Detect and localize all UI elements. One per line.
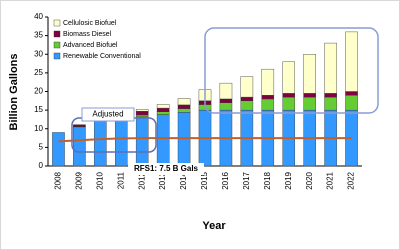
legend-label: Advanced Biofuel xyxy=(63,42,118,49)
bar-segment xyxy=(177,104,191,109)
bar-segment xyxy=(156,107,170,113)
bar-segment xyxy=(303,54,316,94)
x-tick-label: 2020 xyxy=(305,171,314,189)
legend-label: Cellulosic Biofuel xyxy=(63,20,117,27)
x-tick-label: 2021 xyxy=(326,171,335,189)
x-tick-label: 2015 xyxy=(200,171,209,189)
x-tick-label: 2017 xyxy=(242,171,251,189)
legend-swatch xyxy=(53,19,61,27)
bar-segment xyxy=(324,93,337,98)
bar-segment xyxy=(345,91,358,96)
legend-swatch xyxy=(53,41,61,49)
bar-segment xyxy=(261,98,275,111)
x-tick-label: 2018 xyxy=(263,171,272,189)
bar-segment xyxy=(219,98,233,103)
annotation-box xyxy=(81,107,135,122)
bar-segment xyxy=(240,96,254,102)
bar-segment xyxy=(303,93,316,98)
plot: 0 5 10 15 20 25 30 35 40 2008 2009 2010 2011 2012 2013… xyxy=(34,12,362,190)
annotation: RFS1: 7.5 B Gals xyxy=(134,164,199,173)
x-tick-label: 2016 xyxy=(221,171,230,189)
legend-label: Biomass Diesel xyxy=(63,31,112,38)
x-tick-label: 2014 xyxy=(179,171,188,189)
legend-label: Renewable Conventional xyxy=(63,53,141,60)
y-tick-label: 40 xyxy=(34,12,43,21)
bar-segment xyxy=(135,114,149,118)
legend-swatch xyxy=(53,52,61,60)
bar-segment xyxy=(282,61,296,94)
bar-segment xyxy=(94,121,107,167)
bar-segment xyxy=(135,116,149,167)
x-tick-label: 2013 xyxy=(158,171,167,189)
x-tick-label: 2009 xyxy=(75,171,84,189)
bar-segment xyxy=(135,109,149,112)
bar-segment xyxy=(324,96,337,111)
y-tick-label: 0 xyxy=(39,161,44,170)
bar-segment xyxy=(135,111,149,116)
bar-segment xyxy=(52,132,65,167)
y-tick-label: 10 xyxy=(34,124,43,133)
bar-segment xyxy=(177,98,191,106)
x-axis-title: Year xyxy=(202,220,226,232)
x-tick-label: 2010 xyxy=(95,171,104,189)
y-tick-label: 20 xyxy=(34,87,43,96)
bar-segment xyxy=(177,112,191,167)
x-tick-label: 2008 xyxy=(54,171,63,189)
x-tick-label: 2012 xyxy=(137,171,146,189)
bar-segment xyxy=(156,104,170,109)
y-tick-label: 25 xyxy=(34,68,43,77)
x-tick-label: 2019 xyxy=(284,171,293,189)
bar-segment xyxy=(177,108,191,113)
bar-segment xyxy=(282,96,296,111)
y-tick-label: 5 xyxy=(39,142,44,151)
highlight-box xyxy=(204,27,379,114)
bar-segment xyxy=(73,124,86,127)
bar-segment xyxy=(282,93,296,98)
bar-segment xyxy=(345,31,358,92)
bar-segment xyxy=(240,100,254,111)
bar-segment xyxy=(240,76,254,98)
bar-segment xyxy=(219,102,233,111)
bar-segment xyxy=(345,95,358,111)
reference-line xyxy=(58,137,352,143)
y-tick-label: 30 xyxy=(34,49,43,58)
y-tick-label: 15 xyxy=(34,105,43,114)
y-axis-title: Billion Gallons xyxy=(8,53,20,130)
bar-segment xyxy=(261,95,275,100)
annotation-box xyxy=(128,163,204,175)
bar-segment xyxy=(114,118,128,167)
x-tick-label: 2011 xyxy=(116,171,125,189)
bar-segment xyxy=(219,82,233,100)
bar-segment xyxy=(156,111,170,115)
y-tick-label: 35 xyxy=(34,31,43,40)
bar-segment xyxy=(303,96,316,111)
bar-segment xyxy=(324,42,337,94)
x-tick-label: 2022 xyxy=(347,171,356,189)
bar-segment xyxy=(261,68,275,96)
annotation: Adjusted xyxy=(92,110,123,119)
legend-swatch xyxy=(53,30,61,38)
bar-segment xyxy=(156,114,170,167)
bar-segment xyxy=(73,126,86,167)
